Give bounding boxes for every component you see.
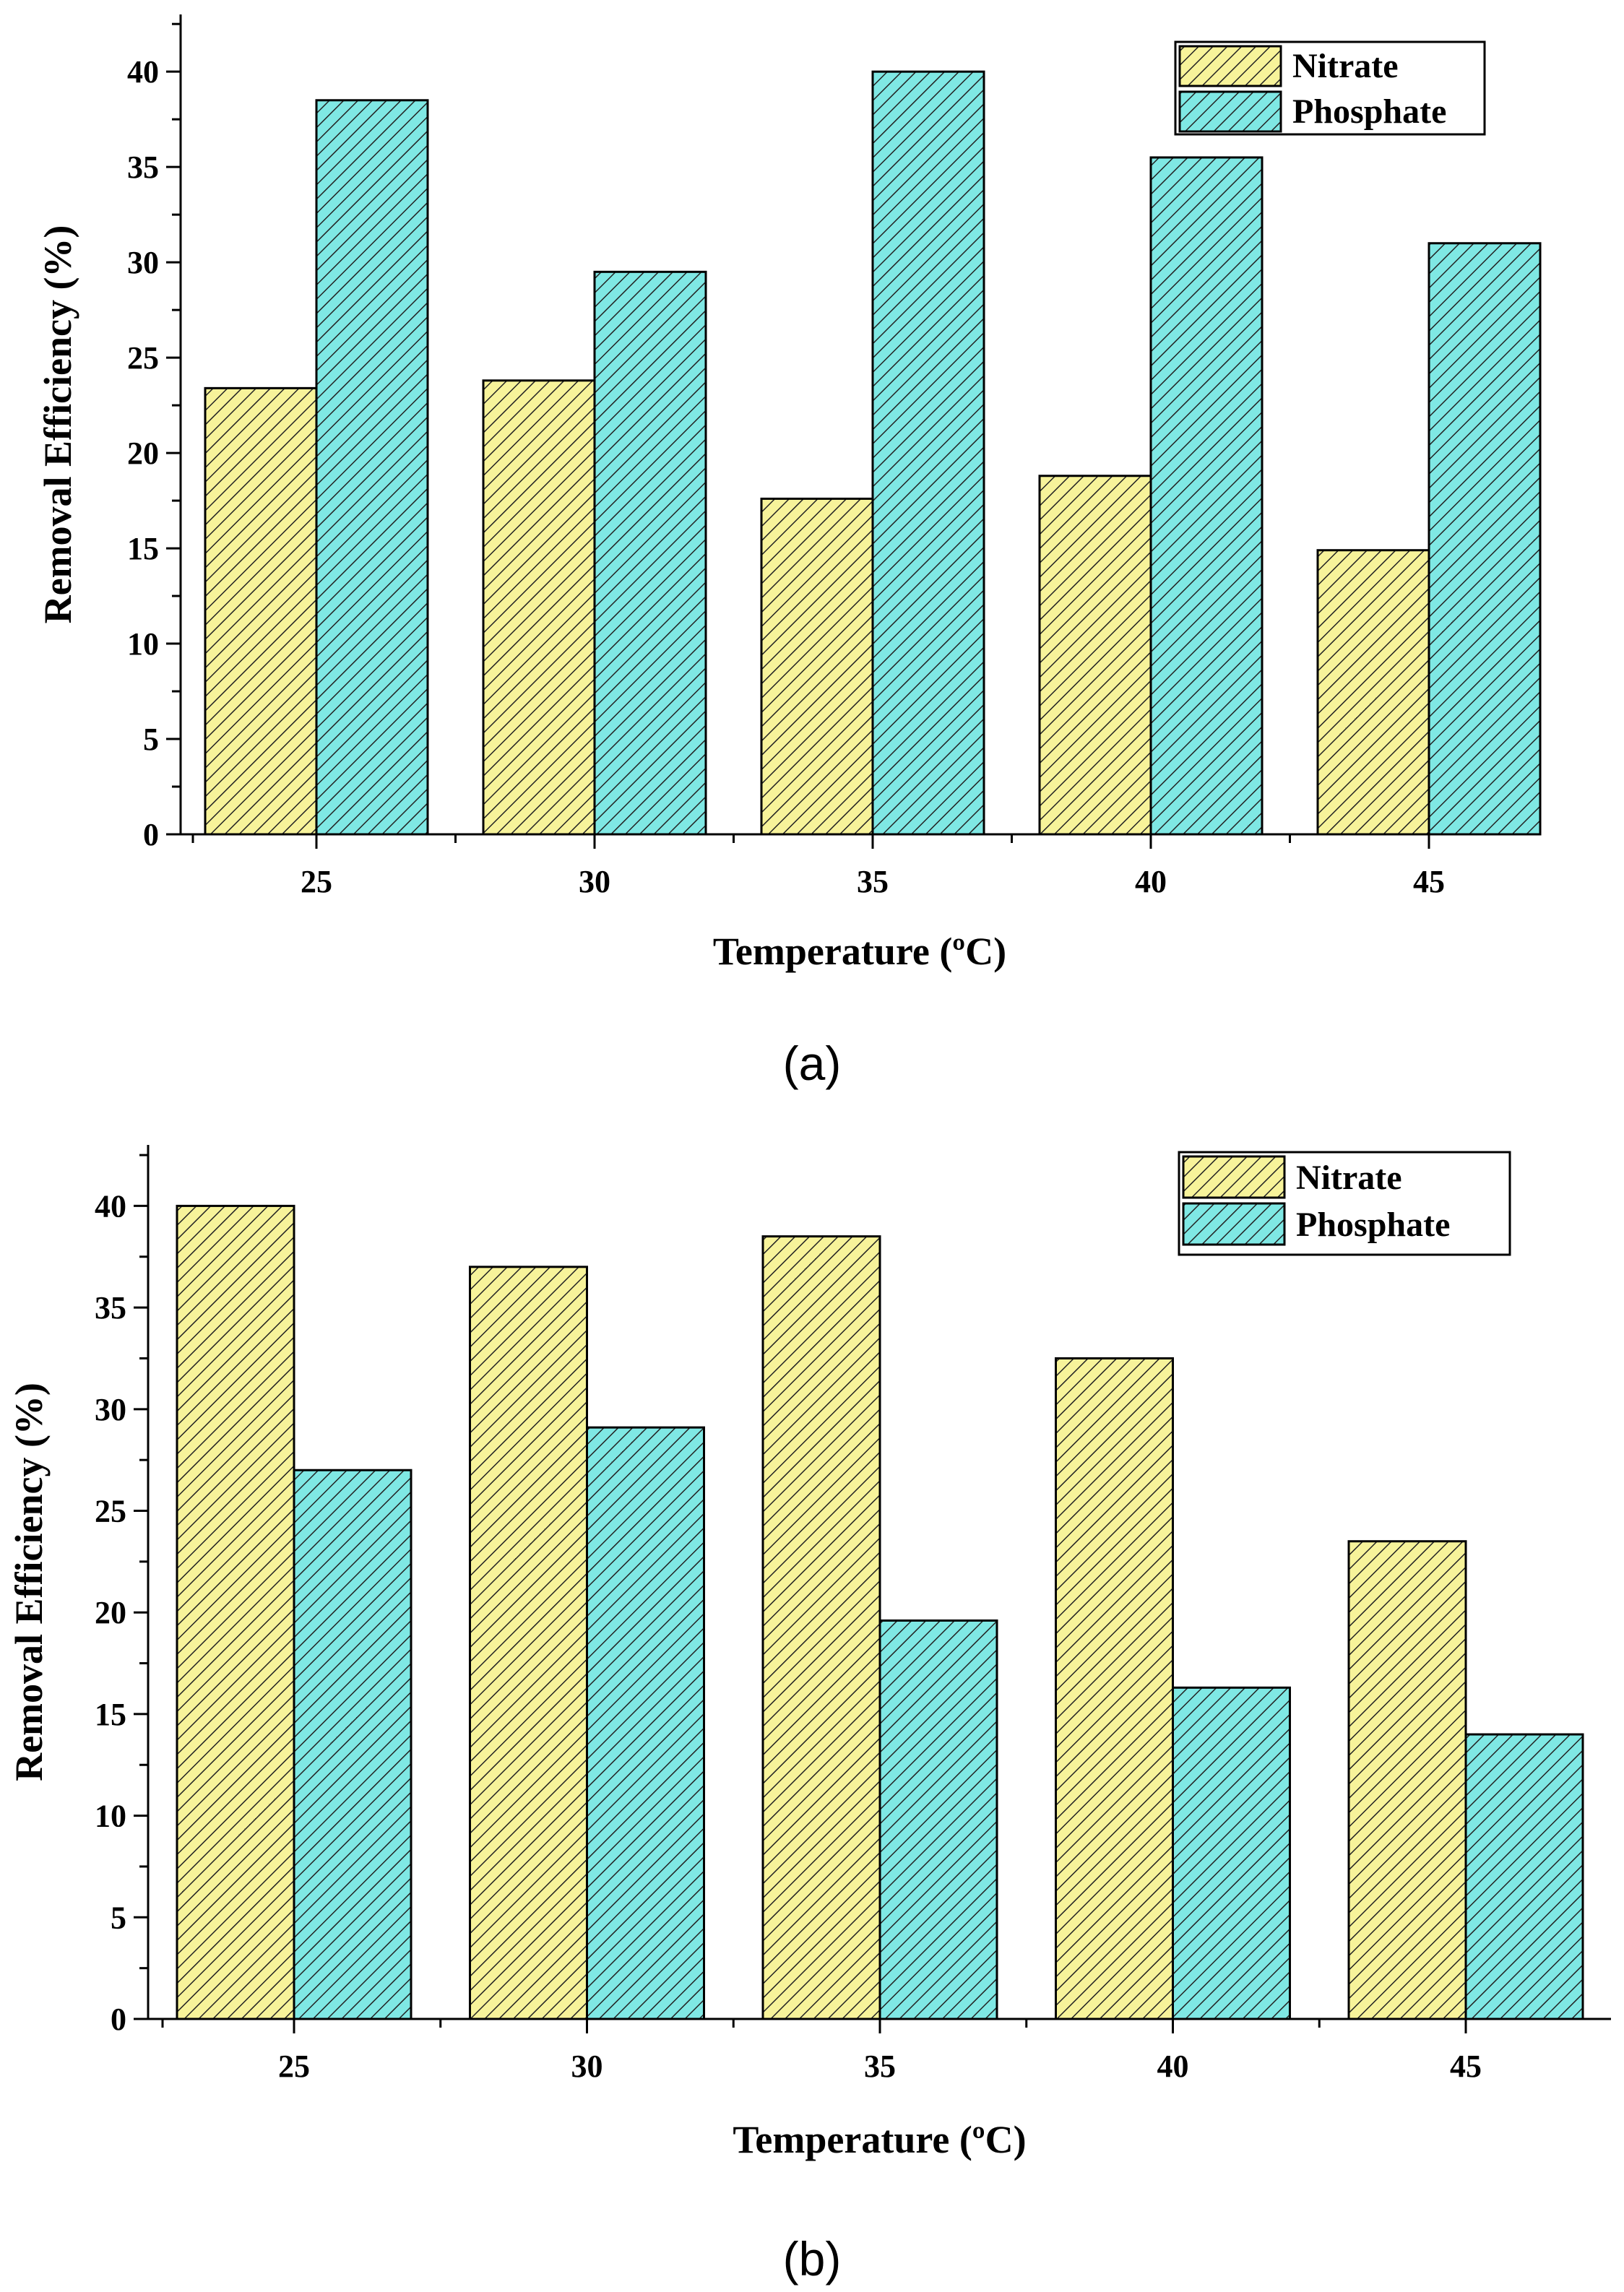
x-tick-label-40: 40 — [1157, 2049, 1189, 2084]
bar-nitrate-45 — [1347, 1540, 1467, 2020]
y-tick-label-5: 5 — [111, 1900, 126, 1935]
y-tick-label-25: 25 — [95, 1494, 126, 1529]
y-tick-label-10: 10 — [95, 1799, 126, 1834]
y-tick-label-40: 40 — [95, 1188, 126, 1224]
x-tick-label-35: 35 — [864, 2049, 896, 2084]
legend-swatch-nitrate — [1182, 1155, 1286, 1199]
bar-phosphate-25 — [315, 99, 429, 836]
y-tick-label-35: 35 — [95, 1290, 126, 1326]
bar-phosphate-30 — [586, 1426, 705, 2020]
y-tick-label-30: 30 — [95, 1392, 126, 1427]
bar-nitrate-45 — [1316, 549, 1430, 836]
x-tick-label-25: 25 — [301, 864, 332, 899]
legend-label-phosphate: Phosphate — [1292, 92, 1446, 131]
legend-swatch-nitrate — [1178, 45, 1282, 87]
y-tick-label-15: 15 — [127, 531, 159, 566]
y-tick-label-0: 0 — [111, 2002, 126, 2037]
x-tick-label-45: 45 — [1450, 2049, 1482, 2084]
bar-nitrate-25 — [176, 1204, 295, 2020]
panel-label: (b) — [783, 2232, 842, 2285]
chart-panel-a: 25 30 35 40 45 0 5 10 15 20 25 30 35 40 Temperature (º… — [36, 14, 1542, 1090]
x-axis-title: Temperature (ºC) — [713, 930, 1006, 973]
y-tick-label-10: 10 — [127, 626, 159, 662]
legend-label-nitrate: Nitrate — [1292, 47, 1399, 85]
y-tick-label-20: 20 — [127, 436, 159, 471]
y-axis-title: Removal Efficiency (%) — [7, 1383, 51, 1781]
y-tick-label-15: 15 — [95, 1697, 126, 1732]
x-tick-label-35: 35 — [857, 864, 889, 899]
bar-nitrate-30 — [469, 1266, 588, 2020]
bar-nitrate-40 — [1055, 1357, 1174, 2020]
y-tick-label-30: 30 — [127, 245, 159, 280]
bar-nitrate-40 — [1038, 475, 1152, 836]
x-tick-label-45: 45 — [1413, 864, 1445, 899]
bar-phosphate-35 — [871, 70, 985, 836]
bar-phosphate-40 — [1149, 156, 1264, 836]
bar-phosphate-35 — [878, 1619, 998, 2020]
y-axis-title: Removal Efficiency (%) — [36, 225, 79, 624]
x-tick-label-30: 30 — [571, 2049, 603, 2084]
legend-swatch-phosphate — [1178, 90, 1282, 133]
bar-phosphate-45 — [1464, 1733, 1584, 2020]
x-tick-label-40: 40 — [1135, 864, 1167, 899]
y-tick-label-40: 40 — [127, 54, 159, 90]
x-axis-title: Temperature (ºC) — [733, 2118, 1026, 2161]
legend-swatch-phosphate — [1182, 1202, 1286, 1246]
legend-label-phosphate: Phosphate — [1296, 1206, 1450, 1244]
bar-phosphate-40 — [1172, 1686, 1291, 2020]
y-tick-label-35: 35 — [127, 150, 159, 185]
bar-phosphate-30 — [593, 270, 707, 836]
x-tick-label-30: 30 — [579, 864, 610, 899]
bar-nitrate-35 — [761, 1235, 881, 2020]
panel-label: (a) — [783, 1037, 842, 1090]
bar-nitrate-35 — [760, 497, 874, 836]
bar-nitrate-30 — [482, 379, 596, 836]
y-tick-label-0: 0 — [143, 817, 159, 852]
bar-phosphate-45 — [1428, 242, 1542, 836]
y-tick-label-25: 25 — [127, 340, 159, 376]
y-tick-label-5: 5 — [143, 722, 159, 757]
y-tick-label-20: 20 — [95, 1595, 126, 1630]
bar-phosphate-25 — [293, 1469, 413, 2020]
chart-panel-b: 25 30 35 40 45 0 5 10 15 20 25 30 35 40 Temperature (º… — [7, 1145, 1611, 2285]
bar-nitrate-25 — [204, 386, 318, 836]
legend-label-nitrate: Nitrate — [1296, 1159, 1402, 1197]
x-tick-label-25: 25 — [278, 2049, 310, 2084]
